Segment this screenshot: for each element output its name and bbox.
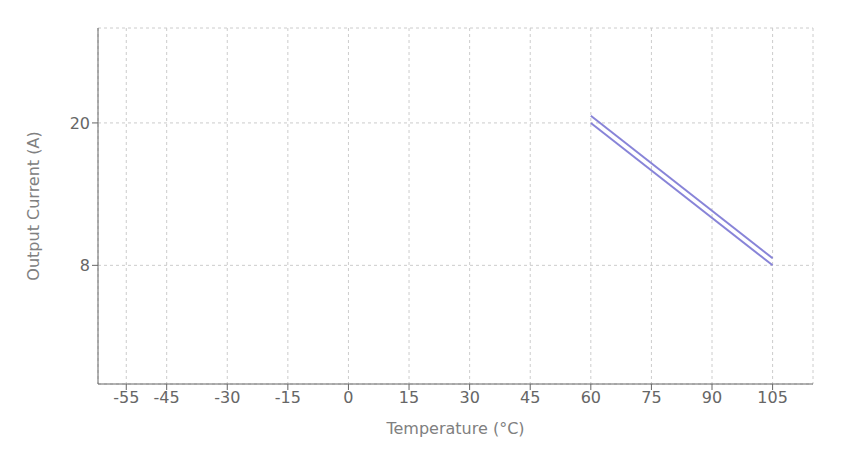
svg-text:-45: -45: [154, 388, 180, 407]
svg-text:Output Current (A): Output Current (A): [24, 131, 43, 280]
svg-text:15: 15: [399, 388, 419, 407]
svg-text:45: 45: [520, 388, 540, 407]
svg-text:20: 20: [70, 114, 90, 133]
svg-text:60: 60: [581, 388, 601, 407]
svg-text:105: 105: [757, 388, 788, 407]
svg-text:-15: -15: [275, 388, 301, 407]
svg-text:Temperature (°C): Temperature (°C): [385, 419, 524, 438]
svg-text:0: 0: [343, 388, 353, 407]
svg-text:90: 90: [702, 388, 722, 407]
svg-text:8: 8: [80, 256, 90, 275]
svg-text:-55: -55: [113, 388, 139, 407]
svg-text:75: 75: [641, 388, 661, 407]
svg-text:30: 30: [459, 388, 479, 407]
svg-text:-30: -30: [214, 388, 240, 407]
